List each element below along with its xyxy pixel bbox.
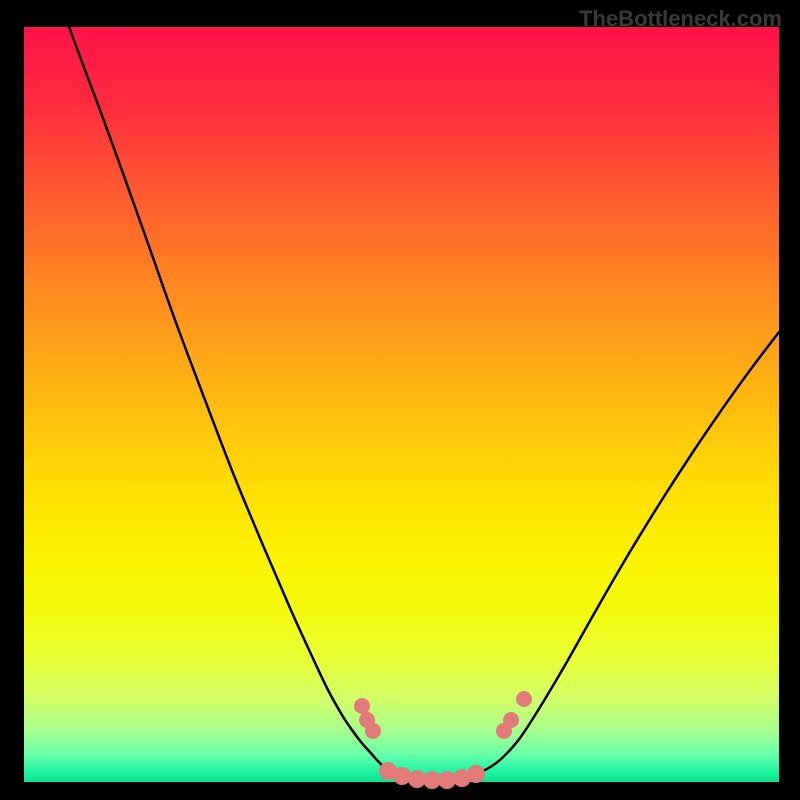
curve-marker xyxy=(354,698,370,714)
curve-marker xyxy=(503,712,519,728)
curve-marker xyxy=(467,765,485,783)
curve-marker xyxy=(516,691,532,707)
bottleneck-chart xyxy=(0,0,800,800)
watermark-text: TheBottleneck.com xyxy=(579,6,782,32)
plot-background xyxy=(24,27,779,782)
curve-marker xyxy=(393,767,411,785)
curve-marker xyxy=(365,723,381,739)
